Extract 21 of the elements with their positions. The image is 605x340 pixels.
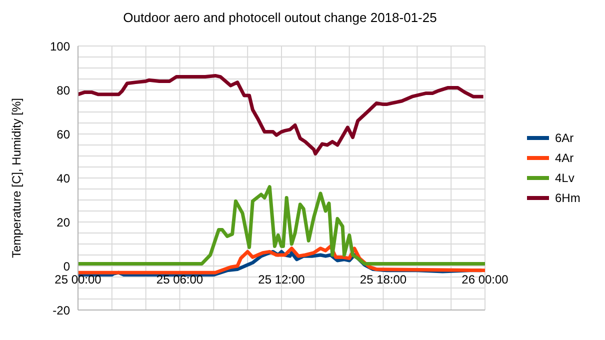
- line-series: [78, 74, 485, 156]
- y-tick-label: 60: [56, 127, 70, 142]
- x-tick-label: 25 00:00: [54, 272, 102, 286]
- y-tick-label: -20: [52, 303, 70, 318]
- legend-label: 6Hm: [555, 191, 582, 205]
- legend-label: 4Lv: [555, 171, 576, 185]
- x-tick-label: 26 00:00: [462, 272, 509, 286]
- x-tick-label: 25 18:00: [360, 272, 407, 286]
- chart-title: Outdoor aero and photocell outout change 2018-01-25: [122, 10, 438, 25]
- y-axis-title: Temperature [C], Humidity [%]: [9, 98, 24, 258]
- y-tick-label: 100: [50, 39, 70, 54]
- x-tick-label: 25 06:00: [156, 272, 204, 286]
- y-tick-label: 20: [56, 215, 70, 230]
- y-tick-label: 0: [63, 259, 70, 274]
- y-tick-label: 40: [56, 171, 70, 186]
- legend-label: 4Ar: [555, 151, 575, 165]
- x-tick-label: 25 12:00: [258, 272, 306, 286]
- legend-label: 6Ar: [555, 131, 575, 145]
- line-series: [78, 244, 485, 274]
- line-series: [78, 185, 485, 266]
- y-tick-label: 80: [56, 83, 70, 98]
